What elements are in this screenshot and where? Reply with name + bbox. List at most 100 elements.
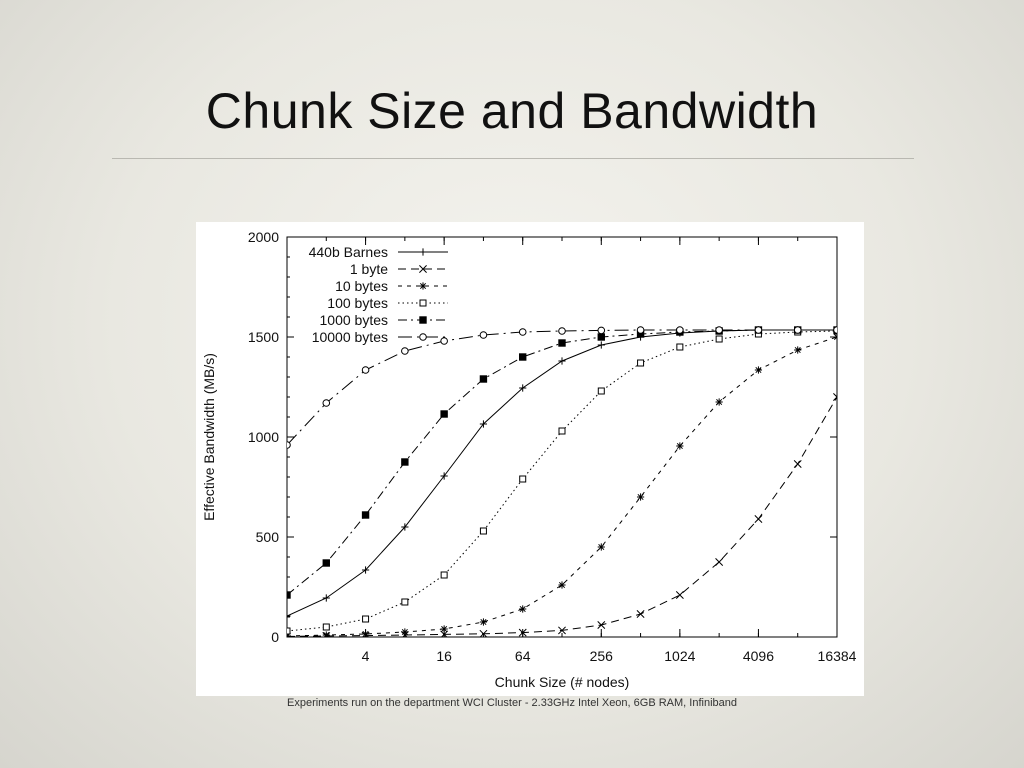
data-point [597, 621, 606, 629]
data-point [287, 591, 291, 599]
series-2 [287, 393, 837, 637]
data-point [479, 375, 488, 383]
data-point [362, 615, 370, 623]
data-point [558, 339, 566, 347]
data-point [322, 631, 330, 637]
data-point [519, 353, 527, 361]
x-tick-label: 1024 [664, 648, 695, 664]
data-point [401, 458, 409, 466]
footnote: Experiments run on the department WCI Cl… [287, 697, 737, 709]
data-point [519, 605, 527, 613]
legend-marker [419, 333, 427, 341]
data-point [793, 326, 802, 334]
data-point [675, 591, 684, 599]
data-point [597, 326, 606, 335]
data-point [636, 493, 645, 501]
data-point [637, 359, 645, 367]
legend-marker [419, 282, 427, 290]
data-point [597, 543, 605, 551]
data-point [754, 366, 763, 374]
data-point [558, 581, 566, 589]
data-point [440, 410, 448, 418]
data-point [322, 594, 330, 602]
data-point [833, 393, 837, 401]
x-tick-label: 64 [515, 648, 531, 664]
data-point [479, 618, 488, 626]
data-point [676, 326, 684, 334]
y-tick-label: 2000 [248, 229, 279, 245]
data-point [558, 427, 566, 435]
data-point [793, 460, 802, 468]
y-tick-label: 0 [271, 629, 279, 645]
data-point [518, 628, 527, 637]
data-point [597, 333, 605, 341]
data-point [401, 598, 409, 606]
data-point [558, 626, 566, 635]
series-3 [287, 333, 837, 637]
legend-marker [419, 299, 427, 307]
data-point [597, 387, 605, 395]
data-point [676, 343, 684, 351]
series-line [287, 329, 837, 596]
slide-title: Chunk Size and Bandwidth [205, 83, 819, 139]
data-point [361, 566, 370, 574]
series-line [287, 329, 837, 617]
legend-label: 10 bytes [335, 278, 388, 294]
data-point [833, 326, 837, 334]
legend-label: 100 bytes [327, 295, 388, 311]
legend-label: 440b Barnes [309, 244, 388, 260]
data-point [754, 515, 763, 523]
legend-marker [419, 316, 427, 324]
y-axis-label: Effective Bandwidth (MB/s) [201, 353, 217, 521]
x-axis: 4 16 64 256 1024 4096 16384 [286, 237, 857, 664]
data-point [636, 326, 645, 334]
title-divider [112, 158, 914, 159]
x-tick-label: 256 [590, 648, 614, 664]
data-point [715, 326, 723, 334]
x-tick-label: 16 [436, 648, 452, 664]
legend-marker [419, 265, 427, 273]
data-point [440, 625, 448, 633]
data-point [715, 335, 723, 343]
data-point [361, 630, 370, 637]
data-point [636, 610, 645, 618]
data-point [322, 399, 331, 407]
data-point [518, 328, 527, 336]
series-6 [287, 326, 837, 449]
data-point [287, 627, 291, 635]
series-line [287, 336, 837, 637]
legend-label: 1 byte [350, 261, 388, 277]
data-point [715, 558, 724, 566]
y-tick-label: 500 [256, 529, 280, 545]
data-point [440, 337, 448, 345]
series-4 [287, 327, 837, 635]
data-point [440, 571, 448, 579]
series-line [287, 329, 837, 446]
chart-panel [196, 222, 864, 696]
data-point [440, 472, 448, 480]
data-point [479, 629, 488, 637]
data-point [715, 398, 723, 406]
data-point [361, 511, 370, 519]
x-axis-label: Chunk Size (# nodes) [495, 674, 630, 690]
data-point [479, 527, 487, 535]
data-point [794, 346, 802, 354]
series-layer [287, 326, 837, 637]
data-point [479, 420, 488, 428]
y-tick-label: 1000 [248, 429, 279, 445]
data-point [676, 442, 684, 450]
data-point [401, 628, 409, 636]
data-point [287, 441, 291, 449]
data-point [322, 559, 330, 567]
legend-marker [419, 248, 427, 256]
bandwidth-chart: 0 500 1000 1500 2000 4 16 64 256 1024 4096 16384 4… [201, 229, 857, 690]
x-tick-label: 4096 [743, 648, 774, 664]
legend-label: 1000 bytes [320, 312, 389, 328]
x-tick-label: 4 [362, 648, 370, 664]
data-point [322, 623, 330, 631]
legend-label: 10000 bytes [312, 329, 388, 345]
data-point [754, 326, 763, 334]
x-tick-label: 16384 [818, 648, 857, 664]
data-point [519, 384, 527, 392]
